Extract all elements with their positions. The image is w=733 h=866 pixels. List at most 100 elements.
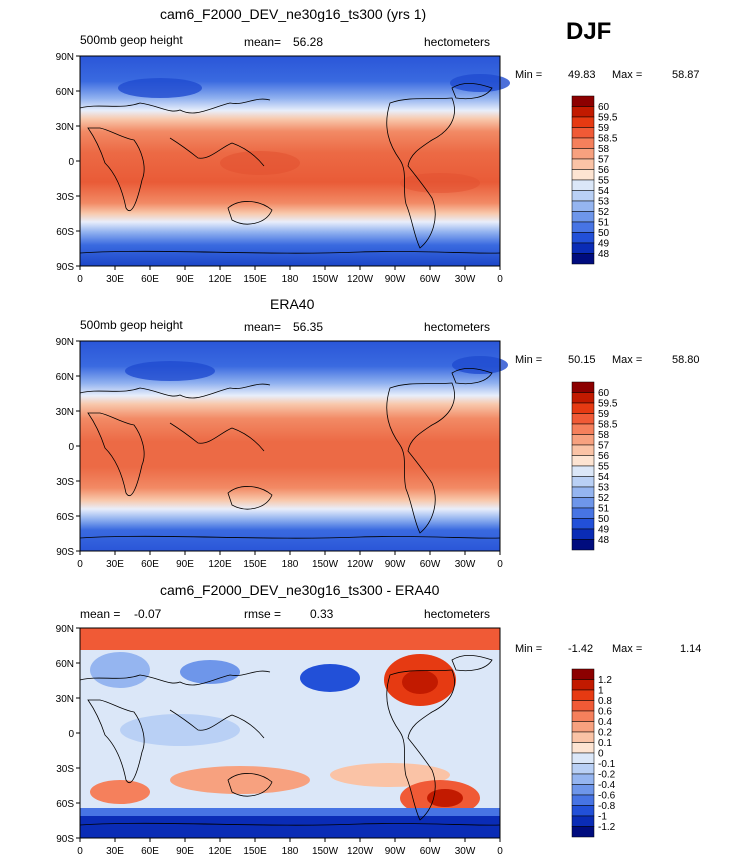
panel-3-rmse-value: 0.33 — [310, 607, 334, 621]
x-tick-label: 90W — [385, 274, 406, 285]
legend-label: 55 — [598, 462, 610, 473]
legend-label: 60 — [598, 388, 610, 399]
panel-2-min-label: Min = — [515, 354, 543, 366]
legend-label: 53 — [598, 483, 610, 494]
y-tick-label: 0 — [68, 442, 74, 453]
legend-swatch — [571, 455, 595, 467]
panel-1-min-value: 49.83 — [568, 69, 596, 81]
x-tick-label: 150E — [243, 559, 267, 570]
x-tick-label: 90E — [176, 559, 194, 570]
panel-1-max-value: 58.87 — [672, 69, 700, 81]
panel-3-min-label: Min = — [515, 643, 543, 655]
legend-swatch — [571, 528, 595, 540]
legend-label: 58.5 — [598, 420, 618, 431]
x-tick-label: 0 — [497, 274, 503, 285]
legend-label: 52 — [598, 207, 610, 218]
legend-swatch — [571, 127, 595, 139]
legend-label: 59 — [598, 123, 610, 134]
panel-3-rmse-label: rmse = — [244, 607, 282, 621]
legend-swatch — [571, 539, 595, 551]
legend-label: 52 — [598, 493, 610, 504]
legend-swatch — [571, 106, 595, 118]
panel-3-map: 0 30E 60E 90E 120E 150E 180 150W 120W 90W 60W 30W 0 … — [56, 624, 504, 857]
legend-swatch — [571, 752, 595, 764]
x-tick-label: 0 — [497, 846, 503, 857]
x-tick-label: 30W — [455, 559, 476, 570]
legend-swatch — [571, 497, 595, 509]
y-tick-label: 30S — [56, 192, 74, 203]
legend-label: 60 — [598, 102, 610, 113]
legend-swatch — [571, 465, 595, 477]
x-tick-label: 60W — [420, 559, 441, 570]
panel-1-mean-label: mean= — [244, 35, 282, 49]
legend-label: 56 — [598, 451, 610, 462]
x-tick-label: 30E — [106, 559, 124, 570]
legend-swatch — [571, 423, 595, 435]
panel-1-coastlines — [79, 83, 501, 254]
y-tick-label: 30S — [56, 477, 74, 488]
y-tick-label: 60S — [56, 512, 74, 523]
panel-1-x-ticks: 0 30E 60E 90E 120E 150E 180 150W 120W 90W 60W 30W 0 — [77, 266, 503, 285]
x-tick-label: 90E — [176, 274, 194, 285]
x-tick-label: 90E — [176, 846, 194, 857]
x-tick-label: 120E — [208, 274, 232, 285]
legend-label: 49 — [598, 239, 610, 250]
x-tick-label: 0 — [77, 559, 83, 570]
y-tick-label: 30N — [56, 122, 74, 133]
y-tick-label: 90N — [56, 52, 74, 63]
x-tick-label: 120E — [208, 846, 232, 857]
legend-swatch — [571, 476, 595, 488]
legend-swatch — [571, 773, 595, 785]
panel-2-coastlines — [79, 368, 501, 539]
legend-swatch — [571, 731, 595, 743]
legend-swatch — [571, 402, 595, 414]
panel-1-y-ticks: 90N 60N 30N 0 30S 60S 90S — [56, 52, 80, 273]
legend-label: 58 — [598, 144, 610, 155]
y-tick-label: 60N — [56, 372, 74, 383]
x-tick-label: 0 — [77, 274, 83, 285]
panel-2-mean-value: 56.35 — [293, 320, 324, 334]
legend-swatch — [571, 486, 595, 498]
legend-label: -0.4 — [598, 780, 616, 791]
panel-2-field — [80, 341, 508, 551]
legend-label: 0.6 — [598, 707, 612, 718]
legend-swatch — [571, 815, 595, 827]
y-tick-label: 60N — [56, 87, 74, 98]
legend-label: 59.5 — [598, 113, 618, 124]
x-tick-label: 60E — [141, 559, 159, 570]
legend-swatch — [571, 392, 595, 404]
panel-2-units: hectometers — [424, 320, 491, 334]
legend-label: 56 — [598, 165, 610, 176]
legend-swatch — [571, 700, 595, 712]
legend-label: -0.2 — [598, 770, 616, 781]
panel-1-field — [80, 56, 510, 266]
panel-2-x-ticks: 0 30E 60E 90E 120E 150E 180 150W 120W 90W 60W 30W 0 — [77, 551, 503, 570]
legend-swatch — [571, 179, 595, 191]
panel-3-field — [80, 628, 500, 838]
legend-label: -0.1 — [598, 759, 616, 770]
legend-swatch — [571, 211, 595, 223]
x-tick-label: 60W — [420, 846, 441, 857]
x-tick-label: 120W — [347, 846, 374, 857]
legend-swatch — [571, 381, 595, 393]
panel-3-x-ticks: 0 30E 60E 90E 120E 150E 180 150W 120W 90W 60W 30W 0 — [77, 838, 503, 857]
legend-swatch — [571, 190, 595, 202]
legend-swatch — [571, 158, 595, 170]
panel-2-mean-label: mean= — [244, 320, 282, 334]
y-tick-label: 60S — [56, 227, 74, 238]
panel-3-units: hectometers — [424, 607, 491, 621]
legend-swatch — [571, 794, 595, 806]
legend-label: 58.5 — [598, 134, 618, 145]
legend-label: -1 — [598, 812, 607, 823]
x-tick-label: 90W — [385, 846, 406, 857]
legend-label: 58 — [598, 430, 610, 441]
legend-swatch — [571, 518, 595, 530]
y-tick-label: 30N — [56, 407, 74, 418]
x-tick-label: 30E — [106, 846, 124, 857]
y-tick-label: 30S — [56, 764, 74, 775]
y-tick-label: 60S — [56, 799, 74, 810]
legend-swatch — [571, 148, 595, 160]
legend-label: 54 — [598, 472, 610, 483]
